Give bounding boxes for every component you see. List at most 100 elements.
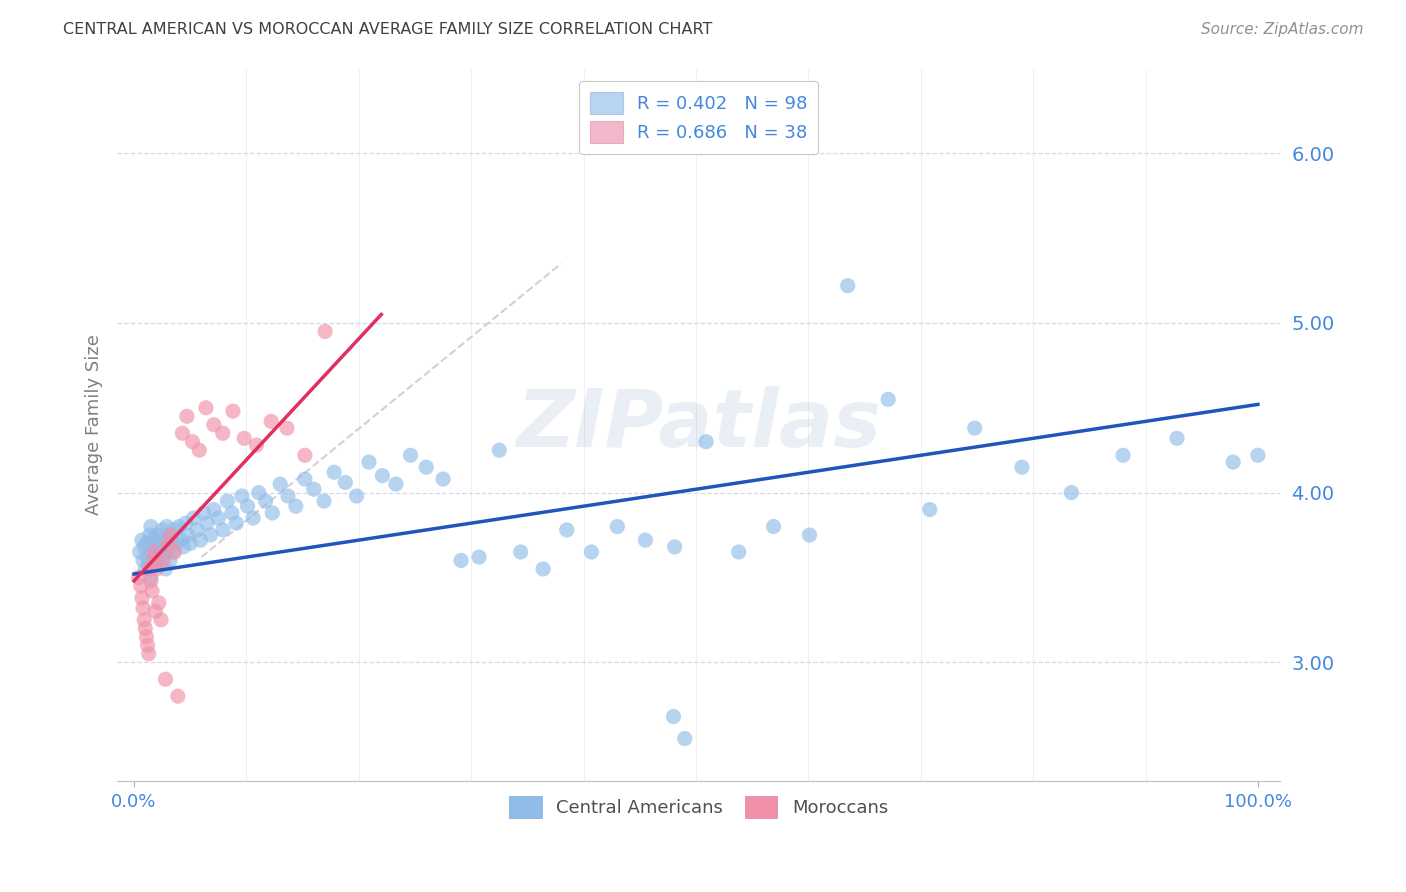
Point (186, 523, 208, 537)
Point (176, 409, 198, 424)
Point (217, 494, 239, 508)
Point (148, 596, 170, 610)
Point (260, 414, 283, 428)
Point (145, 528, 167, 542)
Point (170, 533, 193, 548)
Point (450, 553, 472, 567)
Point (160, 533, 183, 548)
Point (276, 421, 298, 435)
Point (284, 499, 307, 513)
Point (1060, 485, 1083, 500)
Point (172, 426, 194, 441)
Point (145, 550, 167, 565)
Point (131, 533, 153, 548)
Point (166, 536, 188, 550)
Point (262, 506, 284, 520)
Point (162, 545, 184, 559)
Point (468, 550, 491, 565)
Point (277, 489, 299, 503)
Point (142, 533, 165, 548)
Point (159, 553, 181, 567)
Text: CENTRAL AMERICAN VS MOROCCAN AVERAGE FAMILY SIZE CORRELATION CHART: CENTRAL AMERICAN VS MOROCCAN AVERAGE FAM… (63, 22, 713, 37)
Point (385, 477, 408, 491)
Point (188, 443, 211, 458)
Point (314, 325, 336, 339)
Point (202, 502, 225, 516)
Point (664, 540, 686, 554)
Point (190, 533, 212, 548)
Point (399, 448, 422, 462)
Point (148, 553, 170, 567)
Point (134, 562, 156, 576)
Point (202, 417, 225, 432)
Point (877, 392, 900, 407)
Point (222, 404, 245, 418)
Point (221, 506, 243, 520)
Point (606, 519, 628, 533)
Point (1011, 460, 1033, 475)
Point (128, 570, 150, 584)
Point (254, 494, 277, 508)
Point (128, 545, 150, 559)
Point (357, 455, 380, 469)
Point (150, 523, 173, 537)
Point (302, 482, 325, 496)
Point (963, 421, 986, 435)
Point (129, 579, 152, 593)
Point (141, 584, 163, 599)
Point (150, 613, 173, 627)
Point (194, 401, 217, 415)
Point (762, 519, 785, 533)
Point (145, 562, 167, 576)
Y-axis label: Average Family Size: Average Family Size (86, 334, 103, 516)
Point (136, 638, 159, 652)
Point (242, 511, 264, 525)
Point (149, 533, 172, 548)
Text: Source: ZipAtlas.com: Source: ZipAtlas.com (1201, 22, 1364, 37)
Point (294, 472, 316, 486)
Point (145, 604, 167, 618)
Point (200, 528, 222, 542)
Point (837, 278, 859, 293)
Point (662, 709, 685, 723)
Point (152, 553, 174, 567)
Point (152, 550, 174, 565)
Point (1247, 448, 1270, 462)
Point (335, 475, 357, 490)
Point (139, 562, 162, 576)
Point (207, 511, 229, 525)
Point (173, 540, 195, 554)
Point (135, 536, 157, 550)
Point (312, 494, 335, 508)
Point (247, 485, 270, 500)
Point (195, 516, 218, 530)
Point (156, 536, 179, 550)
Legend: Central Americans, Moroccans: Central Americans, Moroccans (502, 789, 896, 825)
Point (211, 426, 233, 441)
Point (531, 562, 554, 576)
Point (432, 472, 454, 486)
Point (156, 519, 179, 533)
Point (143, 540, 166, 554)
Point (727, 545, 749, 559)
Point (415, 460, 437, 475)
Point (181, 434, 204, 449)
Point (138, 647, 160, 661)
Point (233, 431, 256, 445)
Point (160, 528, 183, 542)
Point (555, 523, 578, 537)
Point (245, 438, 267, 452)
Point (146, 540, 169, 554)
Point (799, 528, 821, 542)
Point (193, 506, 215, 520)
Point (509, 545, 531, 559)
Point (150, 545, 173, 559)
Point (294, 448, 316, 462)
Text: ZIPatlas: ZIPatlas (516, 385, 882, 464)
Point (269, 477, 291, 491)
Point (1166, 431, 1188, 445)
Point (174, 516, 197, 530)
Point (136, 550, 159, 565)
Point (141, 545, 163, 559)
Point (634, 533, 657, 548)
